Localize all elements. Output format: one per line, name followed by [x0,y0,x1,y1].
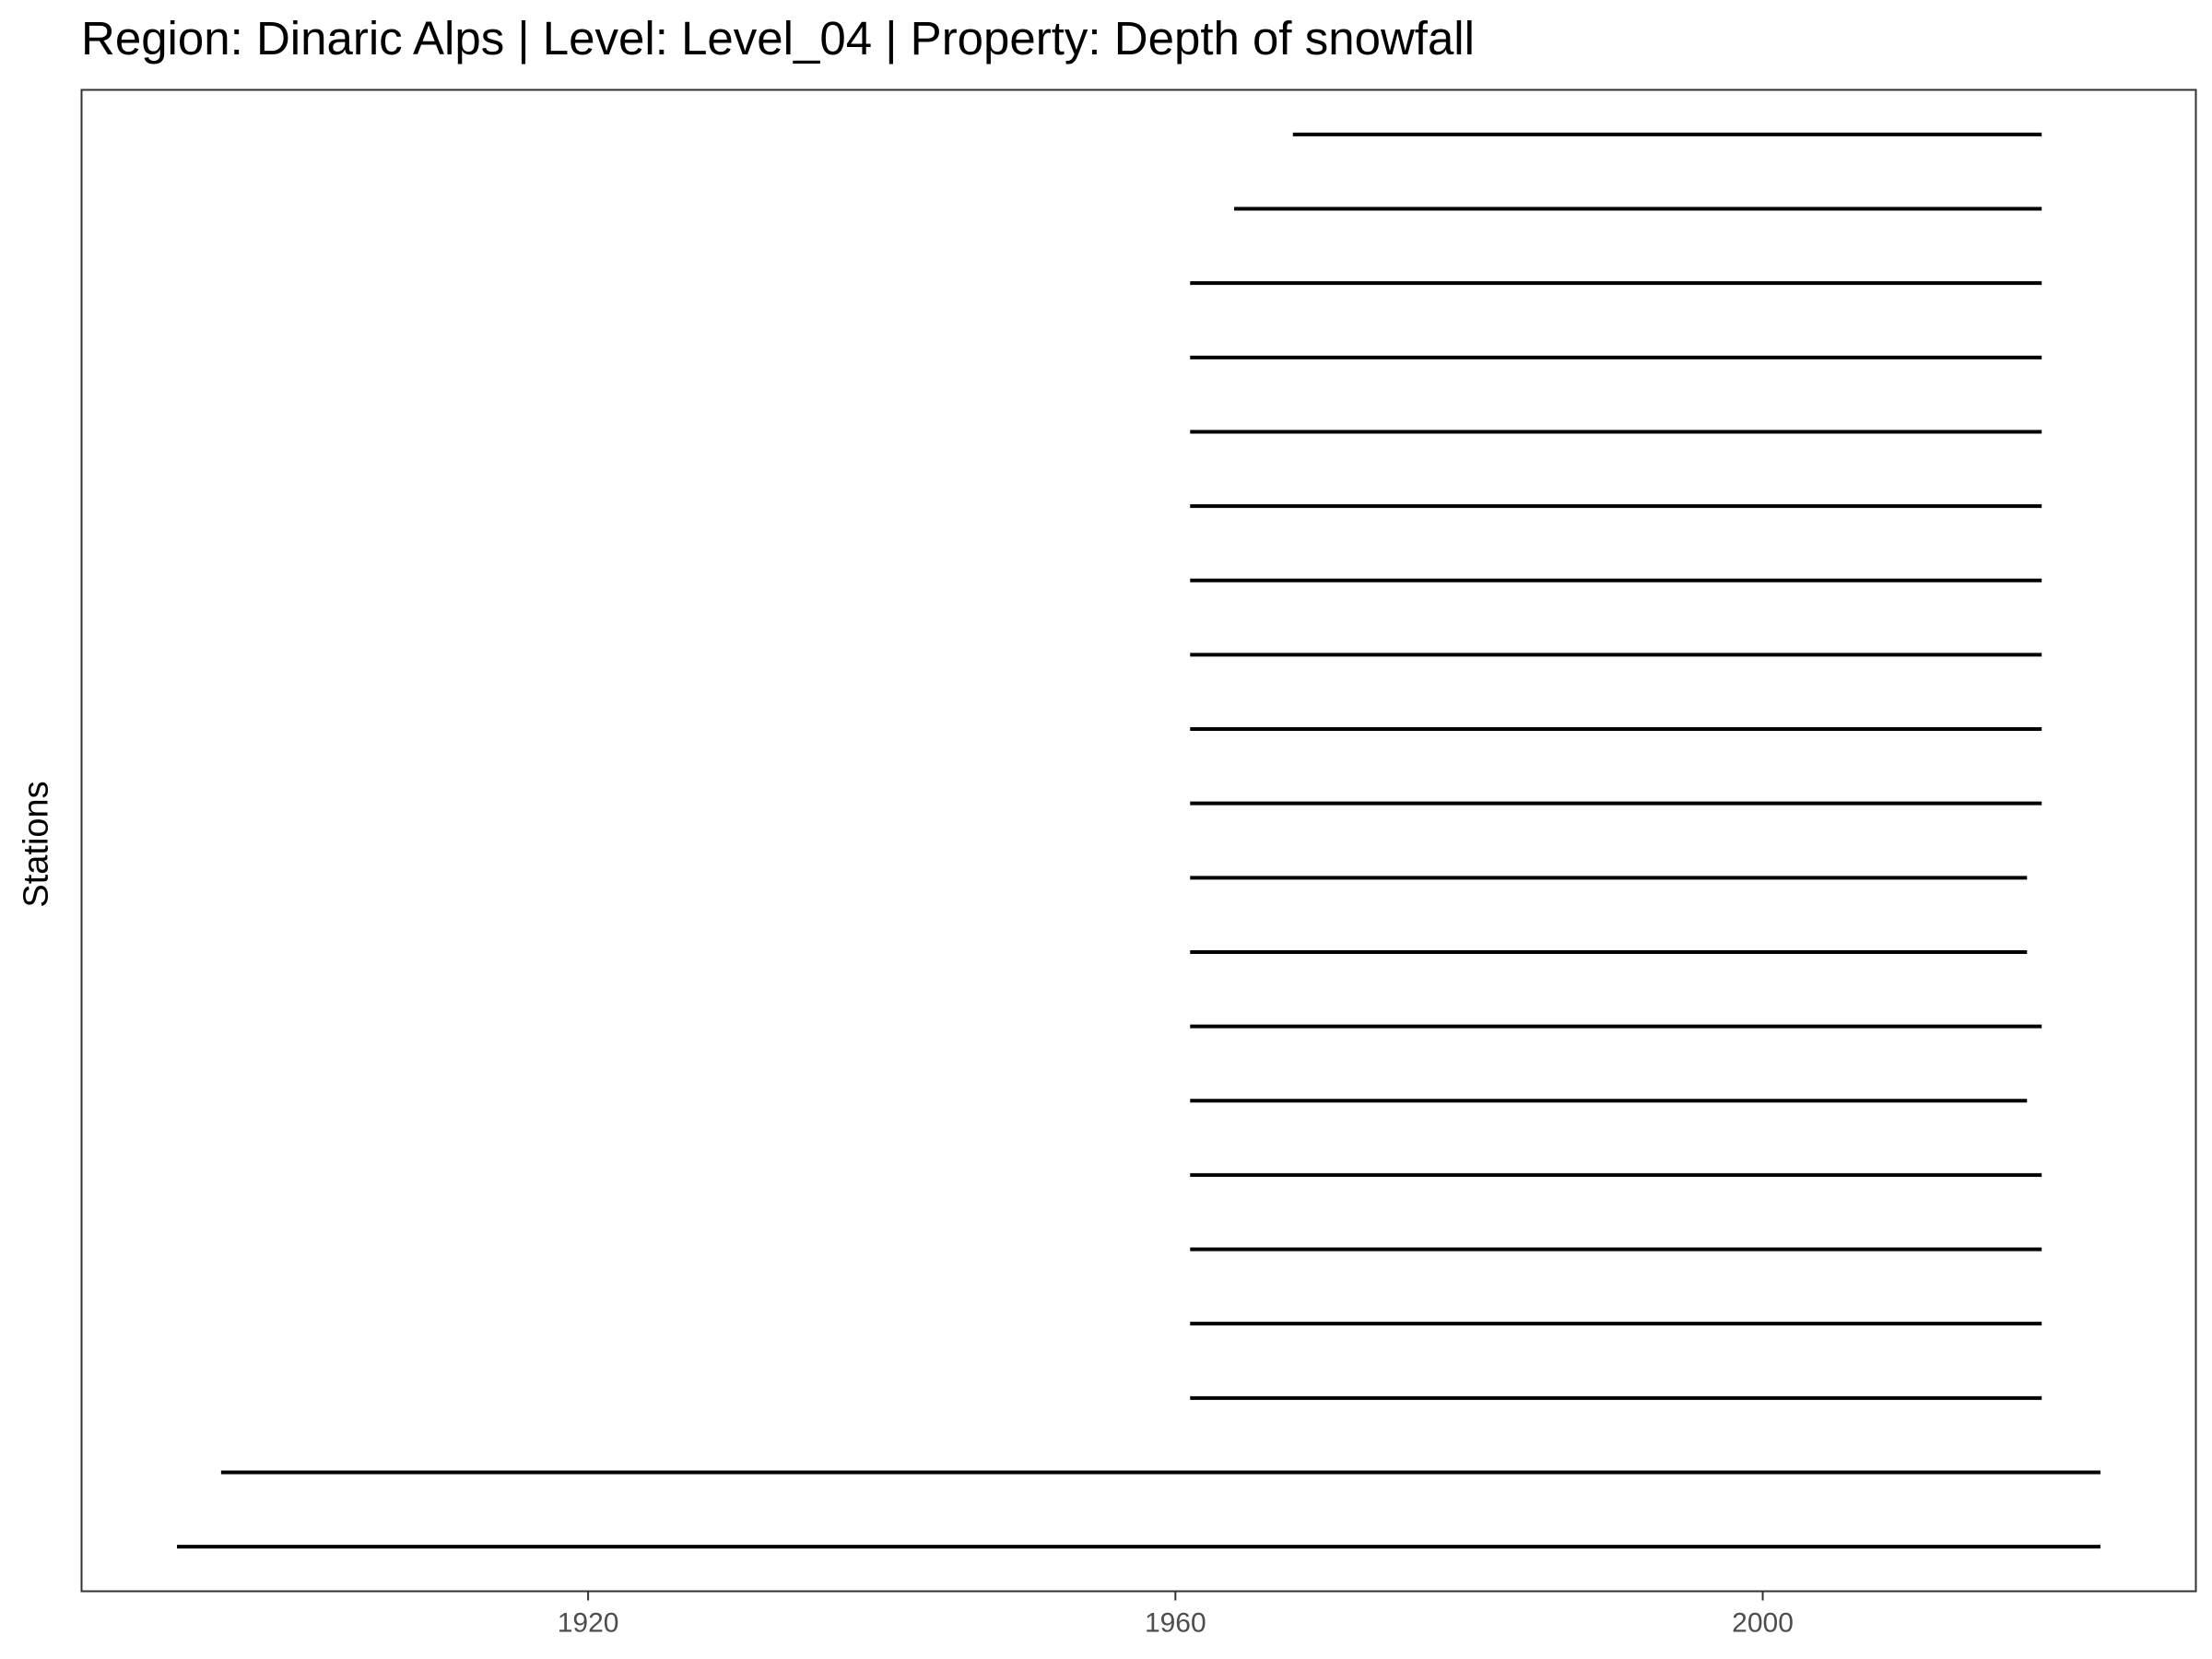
x-tick-label: 1920 [558,1608,619,1639]
x-tick-label: 1960 [1145,1608,1206,1639]
station-segments [177,132,2100,1549]
plot-panel-border [80,88,2197,1593]
x-tick-label: 2000 [1732,1608,1794,1639]
x-axis: 1920 1960 2000 [558,1591,1794,1639]
chart-title: Region: Dinaric Alps | Level: Level_04 |… [81,12,1475,65]
